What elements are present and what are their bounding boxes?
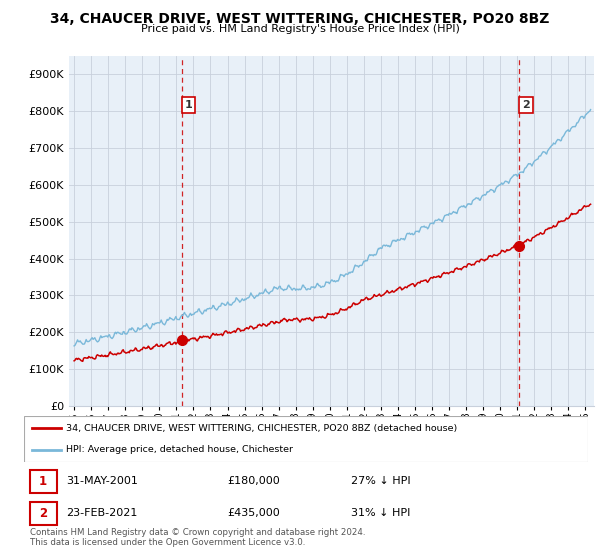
Text: This data is licensed under the Open Government Licence v3.0.: This data is licensed under the Open Gov… — [30, 538, 305, 547]
Text: 31-MAY-2001: 31-MAY-2001 — [66, 476, 138, 486]
Text: Price paid vs. HM Land Registry's House Price Index (HPI): Price paid vs. HM Land Registry's House … — [140, 24, 460, 34]
Bar — [29, 502, 57, 525]
Text: 34, CHAUCER DRIVE, WEST WITTERING, CHICHESTER, PO20 8BZ (detached house): 34, CHAUCER DRIVE, WEST WITTERING, CHICH… — [66, 424, 458, 433]
Text: HPI: Average price, detached house, Chichester: HPI: Average price, detached house, Chic… — [66, 445, 293, 454]
Text: Contains HM Land Registry data © Crown copyright and database right 2024.: Contains HM Land Registry data © Crown c… — [30, 528, 365, 536]
Text: 2: 2 — [39, 507, 47, 520]
Text: 27% ↓ HPI: 27% ↓ HPI — [351, 476, 411, 486]
Text: 1: 1 — [185, 100, 193, 110]
Text: 2: 2 — [522, 100, 530, 110]
Text: 31% ↓ HPI: 31% ↓ HPI — [351, 508, 410, 518]
Text: 34, CHAUCER DRIVE, WEST WITTERING, CHICHESTER, PO20 8BZ: 34, CHAUCER DRIVE, WEST WITTERING, CHICH… — [50, 12, 550, 26]
Text: 23-FEB-2021: 23-FEB-2021 — [66, 508, 137, 518]
Text: £435,000: £435,000 — [227, 508, 280, 518]
Text: £180,000: £180,000 — [227, 476, 280, 486]
Text: 1: 1 — [39, 475, 47, 488]
Bar — [29, 470, 57, 493]
